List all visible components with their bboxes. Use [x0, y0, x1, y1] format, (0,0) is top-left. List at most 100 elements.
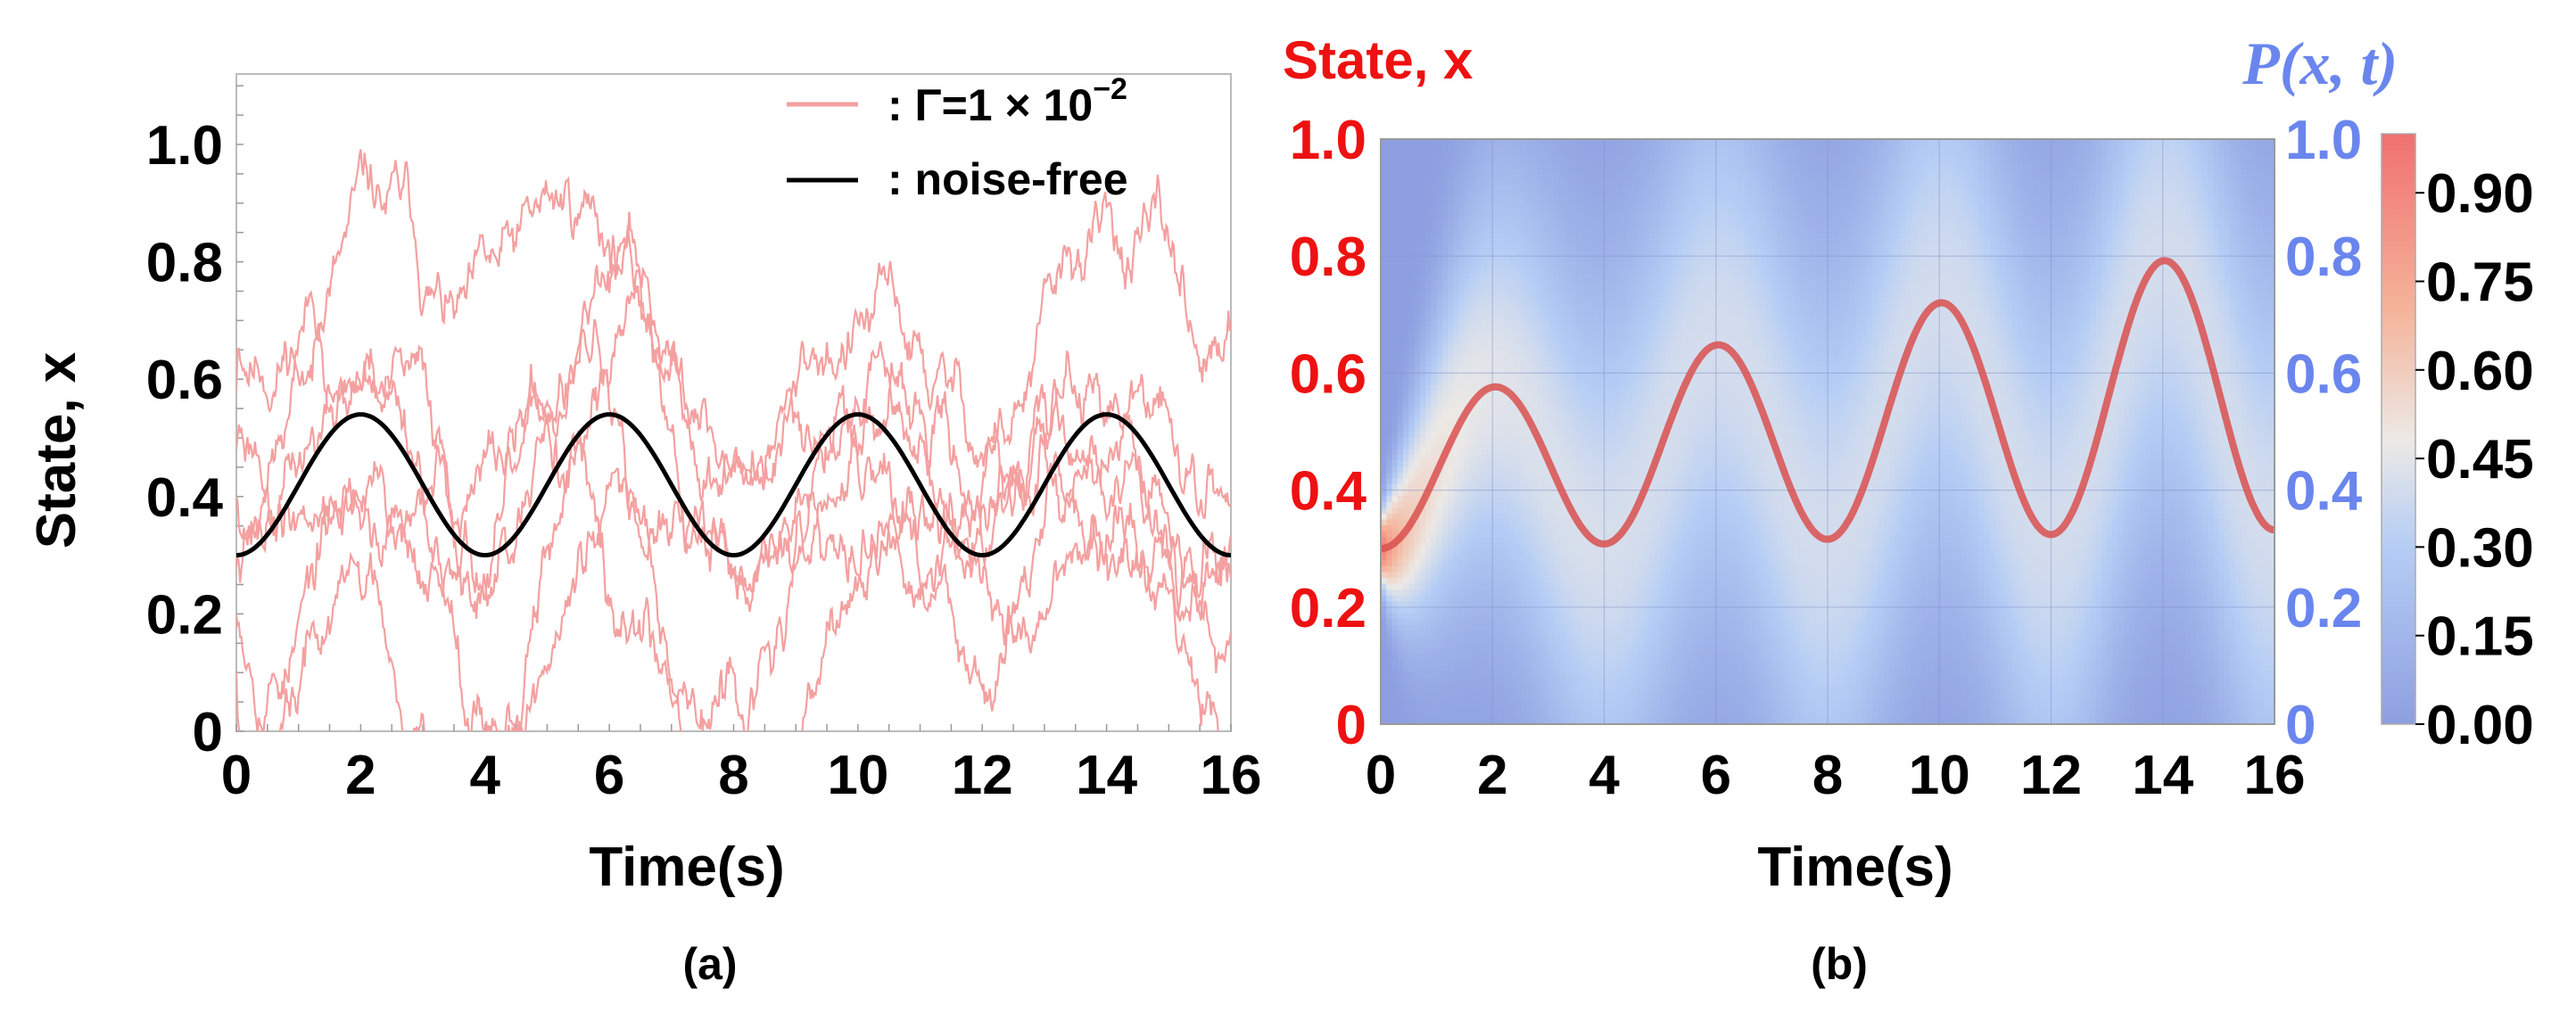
- heatmap-cell: [1408, 378, 1416, 386]
- heatmap-cell: [1643, 618, 1650, 626]
- heatmap-cell: [1609, 151, 1616, 158]
- heatmap-cell: [1391, 507, 1399, 515]
- heatmap-cell: [1386, 455, 1393, 462]
- heatmap-cell: [1425, 185, 1432, 193]
- heatmap-cell: [1609, 408, 1616, 415]
- heatmap-cell: [1570, 718, 1577, 724]
- heatmap-cell: [1615, 302, 1622, 309]
- heatmap-cell: [1509, 449, 1515, 456]
- heatmap-cell: [1397, 589, 1404, 597]
- heatmap-cell: [1492, 373, 1499, 380]
- heatmap-cell: [1638, 338, 1644, 345]
- heatmap-cell: [1386, 244, 1393, 251]
- heatmap-cell: [1381, 437, 1387, 444]
- heatmap-cell: [1559, 578, 1566, 585]
- heatmap-cell: [1515, 314, 1522, 321]
- heatmap-cell: [1581, 484, 1589, 491]
- heatmap-cell: [1537, 285, 1544, 293]
- heatmap-cell: [1403, 601, 1409, 608]
- heatmap-cell: [1604, 636, 1611, 643]
- heatmap-cell: [1565, 478, 1572, 485]
- heatmap-cell: [1626, 636, 1633, 643]
- heatmap-cell: [1609, 578, 1616, 585]
- heatmap-cell: [1448, 589, 1455, 597]
- heatmap-cell: [1419, 355, 1426, 362]
- heatmap-cell: [1391, 378, 1399, 386]
- heatmap-cell: [1403, 232, 1409, 240]
- heatmap-cell: [1621, 297, 1628, 304]
- heatmap-cell: [1525, 285, 1532, 293]
- heatmap-cell: [1381, 683, 1387, 690]
- heatmap-cell: [1381, 425, 1387, 433]
- heatmap-cell: [1621, 396, 1628, 403]
- heatmap-cell: [1425, 209, 1432, 216]
- heatmap-cell: [1408, 618, 1416, 626]
- heatmap-cell: [1581, 460, 1589, 467]
- heatmap-cell: [1576, 144, 1583, 152]
- heatmap-cell: [1621, 350, 1628, 357]
- heatmap-cell: [1631, 449, 1639, 456]
- heatmap-cell: [1581, 601, 1589, 608]
- heatmap-cell: [1498, 613, 1505, 620]
- heatmap-cell: [1626, 712, 1633, 720]
- heatmap-cell: [1464, 583, 1471, 590]
- heatmap-cell: [1448, 343, 1455, 350]
- heatmap-cell: [1643, 408, 1650, 415]
- heatmap-cell: [1598, 706, 1606, 713]
- heatmap-cell: [1532, 513, 1538, 520]
- heatmap-cell: [1643, 572, 1650, 579]
- heatmap-cell: [1576, 197, 1583, 204]
- heatmap-cell: [1475, 179, 1482, 187]
- heatmap-cell: [1598, 396, 1606, 403]
- heatmap-cell: [1436, 578, 1443, 585]
- heatmap-cell: [1570, 700, 1577, 707]
- heatmap-cell: [1615, 220, 1622, 227]
- heatmap-cell: [1548, 507, 1555, 515]
- heatmap-cell: [1626, 232, 1633, 240]
- heatmap-cell: [1576, 297, 1583, 304]
- heatmap-cell: [1470, 613, 1477, 620]
- heatmap-cell: [1565, 595, 1572, 602]
- heatmap-cell: [1381, 578, 1387, 585]
- heatmap-cell: [1648, 273, 1655, 281]
- heatmap-cell: [1559, 361, 1566, 368]
- heatmap-cell: [1503, 513, 1510, 520]
- heatmap-cell: [1587, 583, 1594, 590]
- heatmap-cell: [1643, 677, 1650, 684]
- heatmap-cell: [1470, 677, 1477, 684]
- heatmap-cell: [1486, 665, 1493, 672]
- heatmap-cell: [1441, 309, 1449, 316]
- heatmap-cell: [1643, 297, 1650, 304]
- heatmap-cell: [1631, 162, 1639, 169]
- heatmap-cell: [1414, 139, 1421, 146]
- heatmap-cell: [1481, 671, 1488, 679]
- heatmap-cell: [1470, 414, 1477, 421]
- heatmap-cell: [1419, 209, 1426, 216]
- heatmap-cell: [1431, 524, 1438, 532]
- heatmap-cell: [1386, 402, 1393, 409]
- heatmap-cell: [1532, 350, 1538, 357]
- heatmap-cell: [1448, 554, 1455, 561]
- heatmap-cell: [1481, 209, 1488, 216]
- heatmap-cell: [1532, 636, 1538, 643]
- heatmap-cell: [1425, 565, 1432, 573]
- heatmap-cell: [1509, 408, 1515, 415]
- heatmap-cell: [1448, 659, 1455, 666]
- heatmap-cell: [1598, 688, 1606, 696]
- heatmap-cell: [1441, 139, 1449, 146]
- heatmap-cell: [1386, 384, 1393, 391]
- heatmap-cell: [1638, 302, 1644, 309]
- heatmap-cell: [1621, 408, 1628, 415]
- heatmap-cell: [1464, 285, 1471, 293]
- heatmap-cell: [1537, 484, 1544, 491]
- heatmap-cell: [1408, 302, 1416, 309]
- heatmap-cell: [1525, 338, 1532, 345]
- heatmap-cell: [1386, 606, 1393, 614]
- heatmap-cell: [1419, 314, 1426, 321]
- heatmap-cell: [1503, 437, 1510, 444]
- heatmap-cell: [1481, 677, 1488, 684]
- heatmap-cell: [1565, 250, 1572, 257]
- heatmap-cell: [1621, 466, 1628, 474]
- heatmap-cell: [1609, 343, 1616, 350]
- heatmap-cell: [1381, 185, 1387, 193]
